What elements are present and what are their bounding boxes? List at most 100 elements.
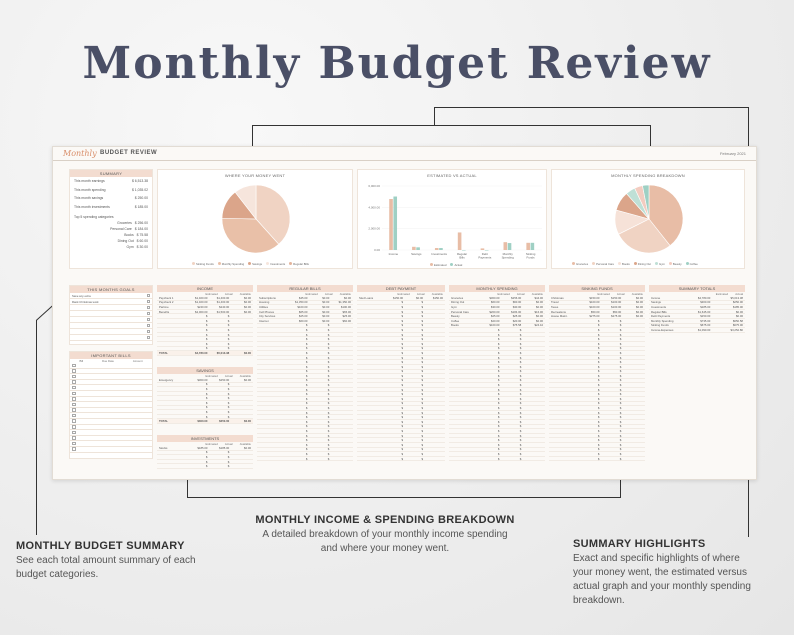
bill-checkbox[interactable] [72, 441, 76, 446]
table-row[interactable]: $ $ [449, 452, 545, 457]
table-row[interactable]: $ $ [549, 457, 645, 462]
table-row[interactable]: $ $ [449, 369, 545, 375]
table-row[interactable]: Paycheck 2 $1,400.00 $1,400.00 $0.00 [157, 300, 253, 306]
table-row[interactable]: $ $ [357, 443, 445, 448]
table-row[interactable]: Christmas $150.00 $150.00 $0.00 [549, 296, 645, 301]
bill-row[interactable] [70, 380, 152, 386]
table-row[interactable]: $ $ [357, 323, 445, 329]
bill-row[interactable] [70, 430, 152, 436]
table-row[interactable]: $ $ [549, 392, 645, 398]
table-row[interactable]: $ $ [257, 443, 353, 448]
table-row[interactable]: $ $ [357, 319, 445, 324]
bill-row[interactable] [70, 436, 152, 442]
table-row[interactable]: $ $ [449, 443, 545, 448]
table-row[interactable]: $ $ [257, 346, 353, 352]
table-row[interactable]: $ $ [257, 388, 353, 393]
table-row[interactable]: $ $ [157, 415, 253, 420]
table-row[interactable]: Personal Care $200.00 $184.00 $16.00 [449, 310, 545, 315]
table-row[interactable]: $ $ [449, 429, 545, 434]
bill-row[interactable] [70, 425, 152, 431]
table-row[interactable]: $ $ [549, 374, 645, 379]
goal-checkbox[interactable] [146, 329, 150, 334]
table-row[interactable]: Taxes $100.00 $100.00 $0.00 [549, 305, 645, 310]
table-row[interactable]: $ $ [157, 333, 253, 338]
table-row[interactable]: $ $ [549, 424, 645, 430]
table-row[interactable]: $ $ [257, 351, 353, 356]
goal-checkbox[interactable] [146, 311, 150, 316]
bill-row[interactable] [70, 374, 152, 380]
table-row[interactable]: $ $ [257, 360, 353, 365]
table-row[interactable]: Groceries $300.00 $256.00 $44.00 [449, 296, 545, 301]
table-row[interactable]: $ $ [549, 356, 645, 361]
table-row[interactable]: $ $ [157, 464, 253, 469]
table-row[interactable]: $ $ [449, 420, 545, 425]
table-row[interactable]: $ $ [449, 356, 545, 361]
table-row[interactable]: Internet $60.00 $0.00 $60.00 [257, 319, 353, 324]
table-row[interactable]: $ $ [357, 452, 445, 457]
table-row[interactable]: $ $ [357, 411, 445, 416]
table-row[interactable]: $ $ [549, 319, 645, 324]
table-row[interactable]: $ $ [357, 378, 445, 384]
table-row[interactable]: $ $ [357, 392, 445, 398]
table-row[interactable]: $ $ [449, 342, 545, 347]
bill-row[interactable] [70, 441, 152, 447]
table-row[interactable]: $ $ [357, 328, 445, 333]
table-row[interactable]: $ $ [157, 460, 253, 465]
table-row[interactable]: Benefits $2,000.00 $1,500.00 $0.00 [157, 310, 253, 315]
table-row[interactable]: $ $ [157, 342, 253, 347]
table-row[interactable]: $ $ [257, 337, 353, 342]
table-row[interactable]: $ $ [257, 438, 353, 443]
table-row[interactable]: $ $ [157, 387, 253, 392]
table-row[interactable]: Partime $240.00 $240.00 $0.00 [157, 305, 253, 310]
table-row[interactable]: $ $ [157, 410, 253, 415]
table-row[interactable]: $ $ [357, 314, 445, 319]
bill-checkbox[interactable] [72, 447, 76, 451]
table-row[interactable]: $ $ [257, 401, 353, 407]
table-row[interactable]: $ $ [257, 342, 353, 347]
bill-row[interactable] [70, 413, 152, 419]
table-row[interactable]: Monthly Spending $735.00 $650.58 [649, 319, 745, 324]
table-row[interactable]: $ $ [157, 401, 253, 406]
table-row[interactable]: Subscriptions $45.00 $0.00 $0.00 [257, 296, 353, 301]
table-row[interactable]: $ $ [549, 351, 645, 356]
table-row[interactable]: $ $ [357, 457, 445, 462]
table-row[interactable]: $ $ [357, 429, 445, 434]
table-row[interactable]: $ $ [357, 342, 445, 347]
table-row[interactable]: $ $ [257, 429, 353, 434]
bill-checkbox[interactable] [72, 397, 76, 401]
goal-row[interactable]: Rank Christmas work [70, 299, 152, 305]
goal-row[interactable] [70, 305, 152, 311]
table-row[interactable]: $ $ [449, 346, 545, 352]
table-row[interactable]: $ $ [549, 406, 645, 411]
bill-row[interactable] [70, 419, 152, 425]
table-row[interactable]: $ $ [257, 328, 353, 333]
bill-row[interactable] [70, 363, 152, 369]
table-row[interactable]: $ $ [257, 383, 353, 388]
bill-row[interactable] [70, 447, 152, 453]
table-row[interactable]: $ $ [549, 401, 645, 407]
table-row[interactable]: Stocks $185.00 $185.00 $0.00 [157, 446, 253, 451]
table-row[interactable]: $ $ [357, 369, 445, 375]
table-row[interactable]: $ $ [549, 346, 645, 352]
table-row[interactable]: $ $ [157, 337, 253, 342]
table-row[interactable]: Gym $30.00 $30.00 $0.00 [449, 305, 545, 310]
table-row[interactable]: $ $ [357, 360, 445, 365]
bill-row[interactable] [70, 397, 152, 403]
bill-checkbox[interactable] [72, 385, 76, 390]
table-row[interactable]: $ $ [449, 337, 545, 342]
table-row[interactable]: $ $ [549, 360, 645, 365]
table-row[interactable]: $ $ [357, 438, 445, 443]
table-row[interactable]: $ $ [449, 438, 545, 443]
table-row[interactable]: $ $ [549, 365, 645, 370]
table-row[interactable]: $ $ [549, 447, 645, 453]
table-row[interactable]: $ $ [357, 337, 445, 342]
table-row[interactable]: $ $ [549, 383, 645, 388]
table-row[interactable]: $ $ [549, 420, 645, 425]
table-row[interactable]: $ $ [449, 333, 545, 338]
goal-row[interactable] [70, 335, 152, 341]
table-row[interactable]: House Maint. $275.00 $275.00 $0.00 [549, 314, 645, 319]
table-row[interactable]: $ $ [549, 411, 645, 416]
table-row[interactable]: Coffee $20.00 $20.00 $0.00 [449, 319, 545, 324]
table-row[interactable]: $ $ [257, 415, 353, 421]
table-row[interactable]: Stud Loans $150.00 $0.00 $150.00 [357, 296, 445, 301]
